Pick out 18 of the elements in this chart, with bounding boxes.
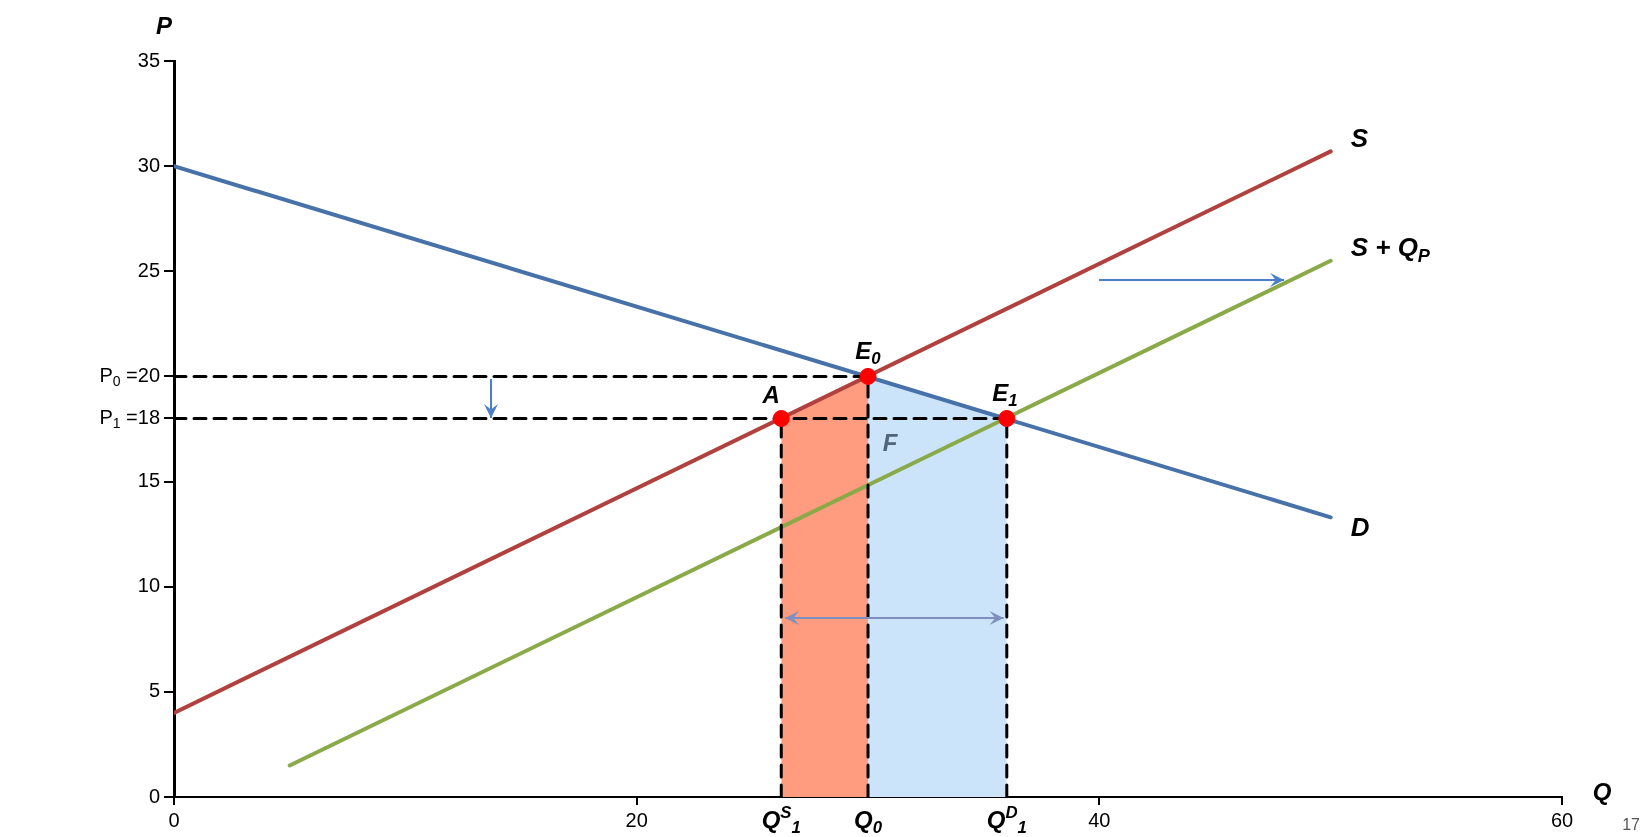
text: 17 — [1622, 816, 1641, 834]
x-axis-title: Q — [1592, 777, 1612, 805]
y-tick-label: 10 — [137, 574, 160, 597]
series-label: D — [1350, 512, 1370, 543]
x-tick-label: 0 — [168, 808, 180, 831]
y-tick-label: 15 — [137, 469, 160, 492]
y-tick-label: 0 — [148, 784, 160, 807]
y-tick-label: 25 — [137, 258, 160, 281]
y-tick-label: 35 — [137, 48, 160, 71]
x-tick-label: 60 — [1550, 808, 1574, 831]
y-tick-label: 5 — [148, 679, 160, 702]
annotation: A — [761, 381, 780, 409]
x-tick-label: 40 — [1088, 808, 1111, 831]
series-label: S — [1350, 122, 1369, 153]
y-tick-label: 30 — [137, 153, 160, 176]
annotation: F — [882, 429, 899, 457]
x-tick-label: 20 — [625, 808, 648, 831]
y-axis-title: P — [156, 11, 173, 39]
